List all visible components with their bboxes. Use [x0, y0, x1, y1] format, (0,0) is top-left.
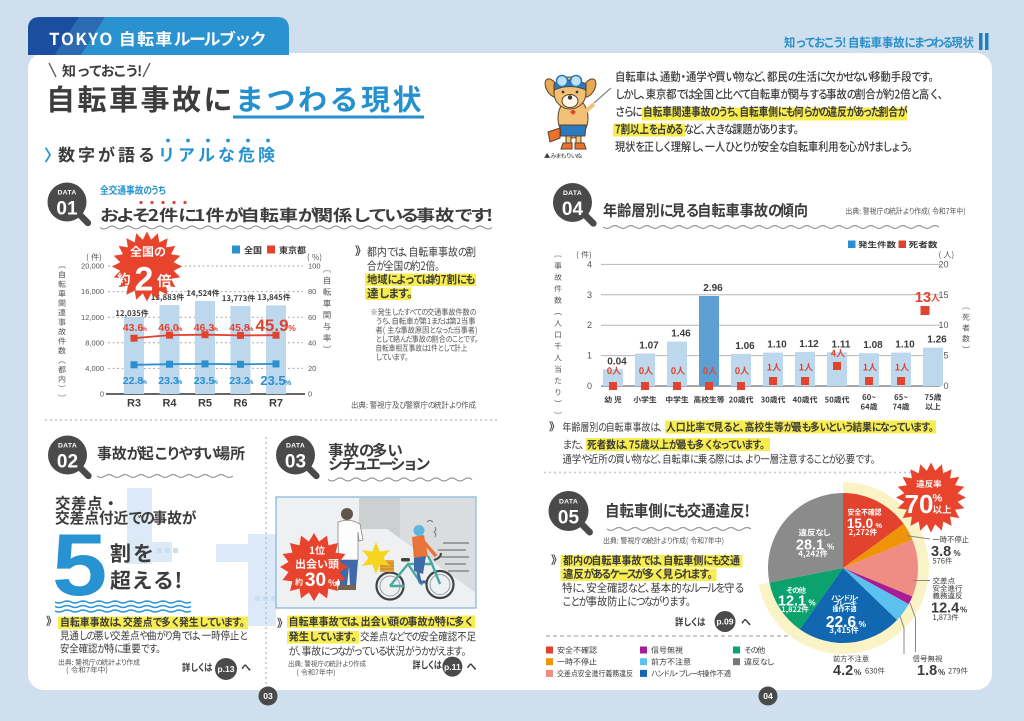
svg-text:20,000: 20,000 — [81, 262, 104, 271]
svg-text:43.6: 43.6 — [123, 322, 144, 334]
svg-text:0: 0 — [587, 381, 592, 391]
svg-text:12,000: 12,000 — [81, 313, 104, 322]
svg-text:%: % — [288, 323, 296, 333]
svg-text:p.13: p.13 — [217, 664, 234, 674]
svg-text:10: 10 — [938, 320, 948, 330]
svg-text:23.2: 23.2 — [229, 375, 250, 387]
svg-text:4.2: 4.2 — [833, 663, 853, 679]
svg-text:22.6: 22.6 — [826, 614, 857, 631]
svg-text:DATA: DATA — [57, 190, 76, 197]
svg-text:1.10: 1.10 — [767, 340, 787, 351]
svg-text:15: 15 — [938, 290, 948, 300]
svg-text:23.5: 23.5 — [194, 375, 215, 387]
svg-text:23.5: 23.5 — [260, 373, 285, 388]
svg-text:%: % — [285, 378, 292, 387]
svg-text:%: % — [248, 326, 254, 333]
svg-text:%: % — [141, 379, 147, 386]
svg-text:DATA: DATA — [286, 443, 305, 450]
svg-text:p.09: p.09 — [716, 617, 733, 627]
svg-text:%: % — [177, 326, 183, 333]
svg-text:2.96: 2.96 — [703, 283, 723, 294]
svg-text:70: 70 — [905, 489, 934, 519]
svg-text:80: 80 — [308, 287, 316, 296]
svg-text:%: % — [827, 543, 834, 552]
svg-text:%: % — [212, 326, 218, 333]
svg-text:%: % — [960, 606, 967, 615]
svg-text:20: 20 — [308, 364, 316, 373]
svg-text:12.1: 12.1 — [778, 594, 806, 610]
svg-text:%: % — [854, 668, 861, 677]
svg-text:3.8: 3.8 — [931, 544, 951, 560]
svg-text:13: 13 — [915, 290, 931, 306]
svg-text:2: 2 — [135, 261, 154, 299]
svg-text:%: % — [248, 379, 254, 386]
svg-text:1.07: 1.07 — [639, 341, 659, 352]
svg-text:DATA: DATA — [58, 443, 77, 450]
svg-text:8,000: 8,000 — [85, 338, 104, 347]
svg-text:100: 100 — [308, 262, 321, 271]
svg-text:46.3: 46.3 — [194, 322, 215, 334]
svg-text:1.8: 1.8 — [917, 663, 937, 679]
svg-text:2: 2 — [587, 320, 592, 330]
svg-text:16,000: 16,000 — [81, 287, 104, 296]
svg-text:0.04: 0.04 — [607, 356, 627, 367]
svg-text:1: 1 — [587, 351, 592, 361]
svg-text:R3: R3 — [127, 398, 141, 410]
svg-text:R4: R4 — [162, 398, 177, 410]
svg-text:04: 04 — [562, 199, 584, 220]
svg-text:%: % — [876, 521, 883, 530]
svg-text:%: % — [938, 668, 945, 677]
svg-text:03: 03 — [285, 452, 306, 473]
svg-text:1.26: 1.26 — [927, 335, 947, 346]
svg-text:46.0: 46.0 — [158, 322, 179, 334]
svg-text:02: 02 — [57, 452, 78, 473]
svg-text:45.8: 45.8 — [229, 322, 250, 334]
svg-text:04: 04 — [763, 691, 773, 701]
svg-text:12.4: 12.4 — [931, 601, 959, 617]
svg-text:30: 30 — [305, 570, 326, 591]
svg-text:1.46: 1.46 — [671, 329, 691, 340]
svg-text:23.3: 23.3 — [158, 375, 179, 387]
svg-text:%: % — [859, 619, 867, 629]
svg-text:%: % — [177, 379, 183, 386]
svg-text:5: 5 — [943, 351, 948, 361]
svg-text:%: % — [933, 493, 943, 505]
svg-text:1.10: 1.10 — [895, 340, 915, 351]
svg-text:DATA: DATA — [559, 499, 578, 506]
svg-text:5: 5 — [52, 515, 107, 613]
svg-text:p.11: p.11 — [444, 662, 461, 672]
svg-text:60: 60 — [308, 313, 316, 322]
svg-text:1.08: 1.08 — [863, 340, 883, 351]
svg-text:R7: R7 — [269, 398, 283, 410]
svg-text:1.11: 1.11 — [832, 339, 851, 350]
svg-text:28.1: 28.1 — [796, 538, 824, 554]
svg-text:0: 0 — [943, 381, 948, 391]
svg-text:%: % — [954, 549, 961, 558]
svg-text:15.0: 15.0 — [847, 516, 873, 531]
svg-text:%: % — [141, 326, 147, 333]
svg-text:20: 20 — [938, 259, 948, 269]
svg-text:03: 03 — [263, 691, 273, 701]
svg-text:05: 05 — [558, 508, 580, 529]
svg-text:%: % — [809, 599, 816, 608]
svg-text:0: 0 — [100, 390, 104, 399]
svg-text:0: 0 — [308, 390, 312, 399]
svg-text:DATA: DATA — [563, 190, 582, 197]
svg-text:4: 4 — [587, 259, 592, 269]
svg-text:%: % — [212, 379, 218, 386]
svg-text:R6: R6 — [233, 398, 247, 410]
svg-text:4,000: 4,000 — [85, 364, 104, 373]
svg-text:40: 40 — [308, 338, 316, 347]
svg-text:1.06: 1.06 — [735, 341, 755, 352]
svg-text:01: 01 — [56, 199, 78, 220]
svg-text:3: 3 — [587, 290, 592, 300]
svg-text:1.12: 1.12 — [799, 339, 819, 350]
svg-text:R5: R5 — [198, 398, 212, 410]
svg-text:45.9: 45.9 — [255, 316, 288, 335]
svg-text:22.8: 22.8 — [123, 375, 144, 387]
